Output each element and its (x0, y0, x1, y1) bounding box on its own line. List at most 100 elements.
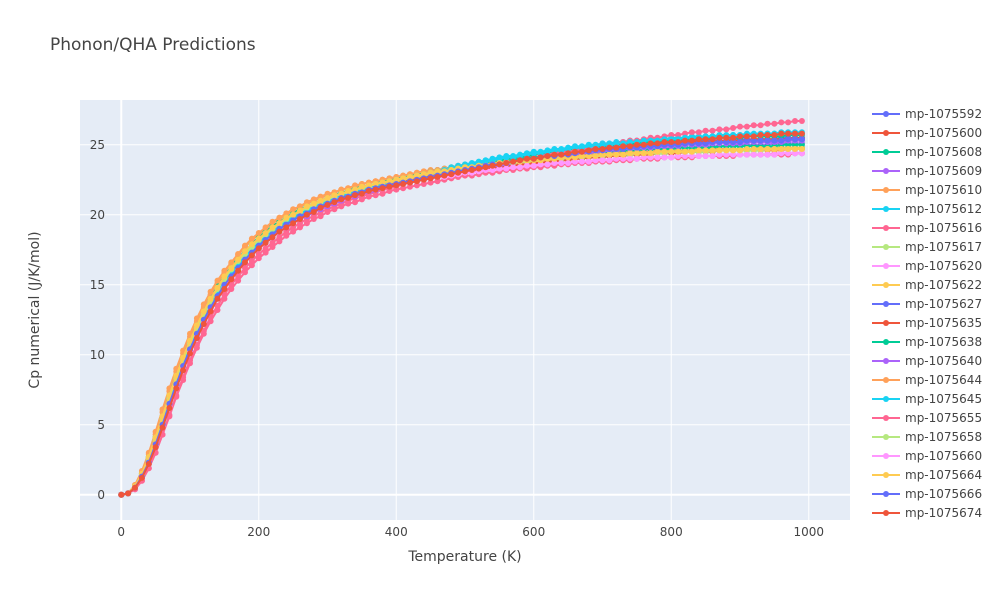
legend-item[interactable]: mp-1075660 (872, 449, 982, 463)
legend-swatch-marker (883, 225, 889, 231)
x-tick-label: 400 (385, 525, 408, 539)
legend-label: mp-1075644 (905, 373, 982, 387)
data-point (517, 164, 523, 171)
data-point (420, 176, 427, 183)
data-point (565, 160, 572, 166)
data-point (228, 276, 235, 283)
data-point (778, 119, 785, 126)
data-point (702, 140, 709, 147)
x-axis-ticks: 0 200 400 600 800 1000 (117, 525, 824, 539)
data-point (675, 148, 682, 155)
data-point (585, 147, 592, 154)
data-point (297, 203, 303, 210)
data-point (297, 216, 303, 222)
legend-item[interactable]: mp-1075620 (872, 259, 982, 273)
data-point (578, 158, 585, 165)
data-point (668, 139, 675, 145)
data-point (283, 228, 290, 235)
data-point (407, 179, 413, 186)
data-point (187, 360, 193, 367)
y-tick-label: 5 (97, 418, 105, 432)
data-point (785, 130, 792, 137)
legend-item[interactable]: mp-1075640 (872, 354, 982, 368)
data-point (242, 242, 248, 249)
series-line (121, 148, 802, 496)
data-point (785, 146, 792, 152)
legend: mp-1075592 mp-1075600 mp-1075608 mp-1075609… (872, 107, 982, 520)
data-point (441, 172, 448, 179)
data-point (138, 475, 145, 481)
data-point (434, 178, 441, 185)
data-point (737, 133, 743, 140)
data-point (695, 153, 702, 159)
legend-item[interactable]: mp-1075664 (872, 468, 982, 482)
data-point (379, 190, 386, 197)
legend-item[interactable]: mp-1075635 (872, 316, 982, 330)
data-point (572, 154, 578, 161)
legend-item[interactable]: mp-1075627 (872, 297, 982, 311)
data-point (785, 141, 792, 148)
data-point (723, 134, 730, 141)
data-point (187, 350, 193, 357)
x-tick-label: 1000 (793, 525, 824, 539)
data-point (352, 182, 358, 189)
data-point (682, 148, 688, 155)
data-point (235, 256, 242, 263)
legend-item[interactable]: mp-1075655 (872, 411, 982, 425)
data-point (523, 151, 530, 158)
data-point (372, 186, 379, 193)
data-point (338, 196, 345, 203)
legend-label: mp-1075612 (905, 202, 982, 216)
y-tick-label: 10 (90, 348, 105, 362)
data-point (716, 139, 723, 145)
legend-swatch-marker (883, 339, 889, 345)
data-point (592, 146, 599, 152)
legend-item[interactable]: mp-1075674 (872, 506, 982, 520)
data-point (695, 136, 702, 143)
data-point (585, 143, 592, 150)
legend-swatch-marker (883, 244, 889, 250)
data-point (743, 133, 750, 140)
data-point (269, 239, 276, 246)
legend-item[interactable]: mp-1075592 (872, 107, 982, 121)
legend-item[interactable]: mp-1075609 (872, 164, 982, 178)
legend-item[interactable]: mp-1075644 (872, 373, 982, 387)
data-point (551, 151, 558, 158)
legend-swatch-marker (883, 358, 889, 364)
legend-item[interactable]: mp-1075666 (872, 487, 982, 501)
data-point (565, 146, 572, 152)
data-point (173, 385, 180, 392)
legend-item[interactable]: mp-1075610 (872, 183, 982, 197)
data-point (297, 220, 303, 227)
series-mp-1075674[interactable] (118, 130, 805, 498)
data-point (640, 137, 647, 144)
legend-item[interactable]: mp-1075622 (872, 278, 982, 292)
data-point (702, 127, 709, 134)
data-point (420, 181, 427, 187)
data-point (743, 151, 750, 158)
data-point (228, 259, 235, 266)
legend-item[interactable]: mp-1075600 (872, 126, 982, 140)
data-point (317, 193, 324, 200)
legend-item[interactable]: mp-1075616 (872, 221, 982, 235)
data-point (290, 228, 297, 235)
legend-item[interactable]: mp-1075608 (872, 145, 982, 159)
data-point (743, 123, 750, 130)
data-point (132, 484, 138, 491)
legend-item[interactable]: mp-1075638 (872, 335, 982, 349)
x-tick-label: 600 (522, 525, 545, 539)
data-point (242, 269, 248, 276)
data-point (235, 277, 242, 284)
data-point (180, 367, 187, 374)
data-point (303, 203, 310, 210)
data-point (331, 199, 338, 206)
legend-item[interactable]: mp-1075645 (872, 392, 982, 406)
legend-item[interactable]: mp-1075617 (872, 240, 982, 254)
data-point (152, 444, 159, 451)
legend-item[interactable]: mp-1075612 (872, 202, 982, 216)
data-point (792, 136, 798, 143)
data-point (242, 259, 248, 266)
data-point (750, 133, 757, 140)
legend-item[interactable]: mp-1075658 (872, 430, 982, 444)
data-point (379, 185, 386, 192)
